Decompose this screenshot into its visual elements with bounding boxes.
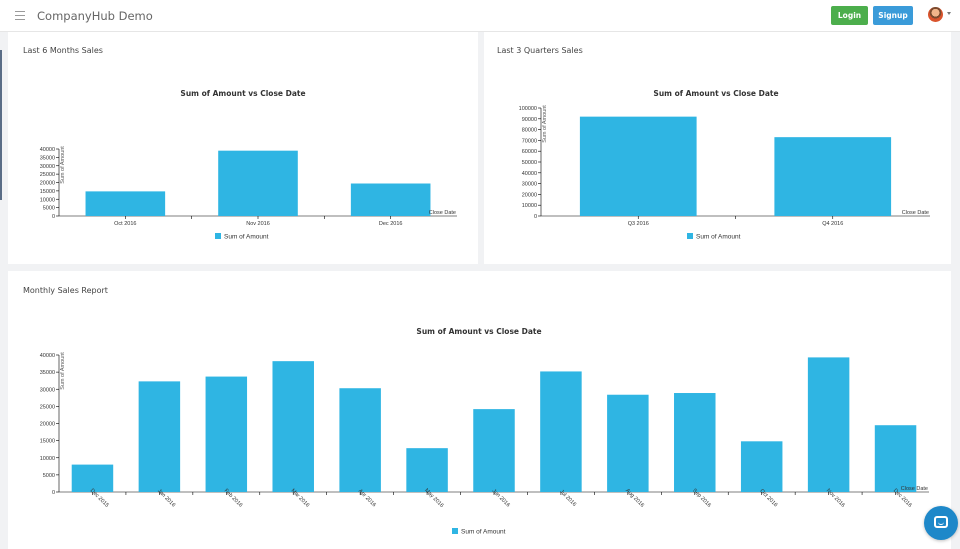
y-tick-label: 10000	[40, 197, 55, 203]
y-tick-label: 0	[52, 490, 55, 496]
y-tick-label: 25000	[40, 172, 55, 178]
y-tick-label: 10000	[522, 203, 537, 209]
y-tick-label: 40000	[40, 353, 55, 359]
legend-swatch	[215, 233, 221, 239]
y-tick-label: 15000	[40, 189, 55, 195]
y-tick-label: 0	[534, 214, 537, 220]
chat-launcher-button[interactable]	[924, 506, 958, 540]
bar-sep-2016	[674, 393, 716, 492]
x-tick-label: Q4 2016	[822, 221, 843, 227]
bar-nov-2016	[218, 150, 298, 216]
six-months-chart: Sum of Amount vs Close Date Sum of Amount…	[40, 89, 457, 241]
sidebar-edge	[0, 50, 2, 200]
bar-feb-2016	[205, 376, 248, 492]
bar-jun-2016	[473, 409, 515, 492]
bar-jul-2016	[540, 371, 582, 492]
y-tick-label: 100000	[519, 106, 537, 112]
chat-icon	[934, 516, 948, 528]
login-button[interactable]: Login	[831, 6, 868, 25]
top-bar: CompanyHub Demo Login Signup	[0, 0, 960, 32]
y-tick-label: 70000	[522, 138, 537, 144]
y-tick-label: 40000	[522, 171, 537, 177]
y-axis-label: Sum of Amount	[60, 352, 66, 390]
panel-title: Last 6 Months Sales	[23, 46, 103, 55]
bar-dec-2015	[71, 464, 114, 492]
x-tick-label: Oct 2016	[114, 221, 136, 227]
y-tick-label: 20000	[522, 192, 537, 198]
bar-oct-2016	[740, 441, 783, 492]
legend-label: Sum of Amount	[461, 529, 506, 536]
three-quarters-panel: Last 3 Quarters Sales Sum of Amount vs C…	[484, 32, 951, 264]
y-tick-label: 20000	[40, 181, 55, 187]
x-axis-label: Close Date	[901, 486, 928, 492]
y-axis-label: Sum of Amount	[60, 146, 66, 184]
monthly-chart: Sum of Amount vs Close Date Sum of Amount…	[40, 327, 929, 536]
y-tick-label: 20000	[40, 422, 55, 428]
legend-label: Sum of Amount	[696, 234, 741, 241]
y-tick-label: 30000	[522, 182, 537, 188]
three-quarters-chart: Sum of Amount vs Close Date Sum of Amount…	[519, 89, 930, 241]
panel-title: Last 3 Quarters Sales	[497, 46, 583, 55]
bar-q3-2016	[579, 116, 697, 216]
bar-may-2016	[406, 448, 448, 492]
chart-title: Sum of Amount vs Close Date	[180, 89, 305, 98]
panel-title: Monthly Sales Report	[23, 286, 108, 295]
y-tick-label: 90000	[522, 117, 537, 123]
bar-apr-2016	[339, 388, 381, 492]
bar-aug-2016	[607, 394, 649, 492]
y-tick-label: 60000	[522, 149, 537, 155]
bar-dec-2016	[874, 425, 917, 492]
six-months-panel: Last 6 Months Sales Sum of Amount vs Clo…	[8, 32, 478, 264]
y-tick-label: 0	[52, 214, 55, 220]
bar-nov-2016	[807, 357, 850, 492]
x-axis-label: Close Date	[429, 210, 456, 216]
bar-q4-2016	[774, 137, 892, 216]
y-tick-label: 5000	[43, 473, 55, 479]
x-tick-label: Dec 2016	[379, 221, 403, 227]
x-tick-label: Nov 2016	[246, 221, 270, 227]
bar-dec-2016	[350, 183, 431, 216]
user-avatar[interactable]	[928, 7, 943, 22]
y-tick-label: 25000	[40, 404, 55, 410]
bar-oct-2016	[85, 191, 166, 216]
signup-button[interactable]: Signup	[873, 6, 913, 25]
y-tick-label: 40000	[40, 147, 55, 153]
chevron-down-icon[interactable]	[947, 12, 951, 15]
chart-title: Sum of Amount vs Close Date	[653, 89, 778, 98]
hamburger-icon[interactable]	[15, 11, 25, 20]
bar-mar-2016	[272, 361, 314, 492]
monthly-panel: Monthly Sales Report Sum of Amount vs Cl…	[8, 271, 951, 549]
y-tick-label: 35000	[40, 155, 55, 161]
bar-jan-2016	[138, 381, 181, 492]
y-axis-label: Sum of Amount	[542, 105, 548, 143]
x-axis-label: Close Date	[902, 210, 929, 216]
y-tick-label: 5000	[43, 206, 55, 212]
y-tick-label: 10000	[40, 456, 55, 462]
x-tick-label: Q3 2016	[628, 221, 649, 227]
legend-label: Sum of Amount	[224, 234, 269, 241]
app-title: CompanyHub Demo	[37, 9, 153, 23]
y-tick-label: 30000	[40, 164, 55, 170]
y-tick-label: 30000	[40, 387, 55, 393]
y-tick-label: 15000	[40, 439, 55, 445]
legend-swatch	[687, 233, 693, 239]
y-tick-label: 80000	[522, 128, 537, 134]
chart-title: Sum of Amount vs Close Date	[416, 327, 541, 336]
legend-swatch	[452, 528, 458, 534]
y-tick-label: 50000	[522, 160, 537, 166]
y-tick-label: 35000	[40, 370, 55, 376]
